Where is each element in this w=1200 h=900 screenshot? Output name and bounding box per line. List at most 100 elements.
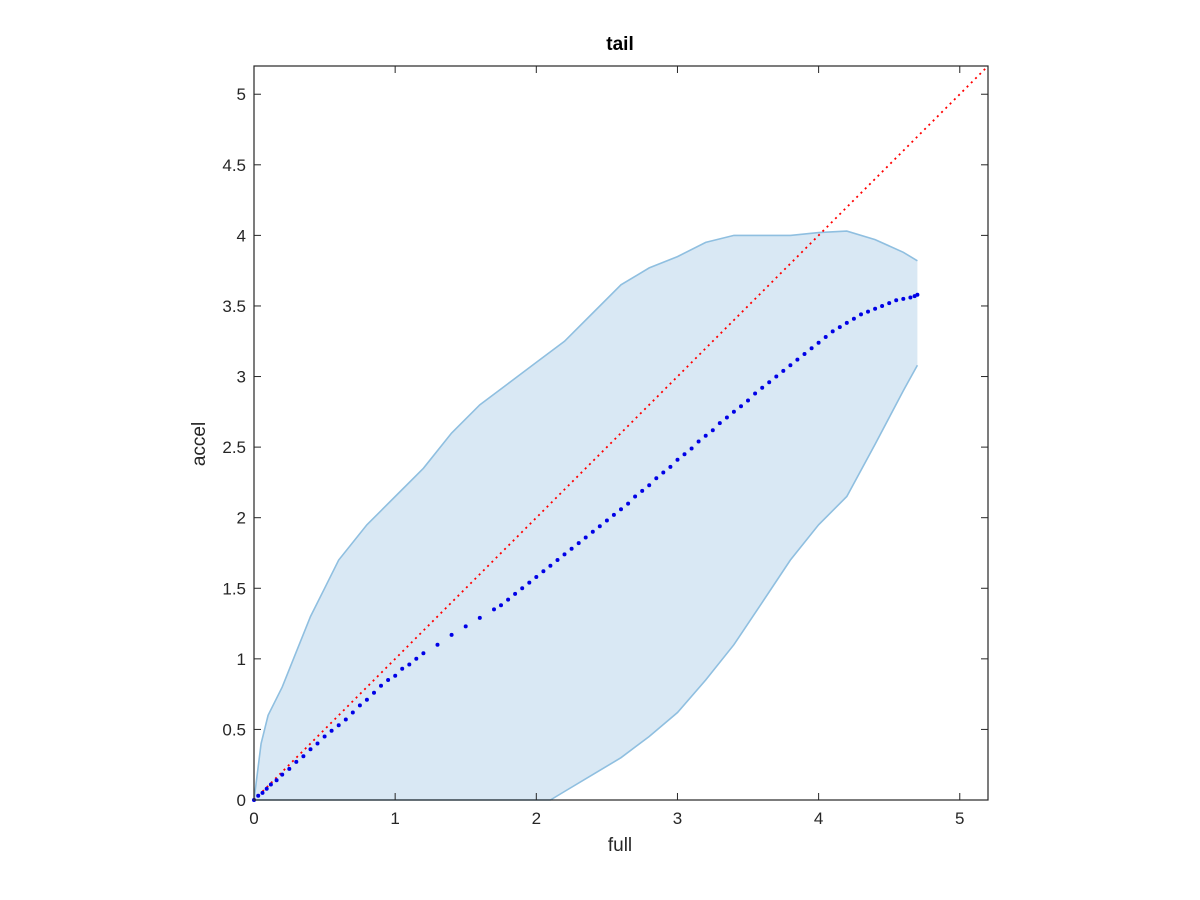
scatter-point — [809, 346, 814, 351]
scatter-point — [534, 575, 539, 579]
scatter-point — [661, 470, 666, 475]
scatter-point — [894, 298, 899, 303]
scatter-point — [696, 439, 701, 444]
scatter-point — [555, 558, 560, 562]
confidence-band-lower-edge — [254, 364, 919, 801]
scatter-point — [844, 320, 849, 325]
y-tick-label: 0 — [237, 791, 246, 810]
scatter-point — [329, 728, 334, 733]
x-tick-label: 0 — [249, 809, 258, 828]
scatter-point — [541, 569, 546, 574]
y-tick-label: 3 — [237, 368, 246, 387]
y-tick-label: 1 — [237, 650, 246, 669]
scatter-point — [336, 723, 341, 728]
scatter-point — [731, 409, 736, 414]
scatter-point — [717, 421, 722, 426]
scatter-point — [256, 793, 261, 798]
scatter-point — [449, 632, 454, 637]
y-tick-label: 3.5 — [222, 297, 246, 316]
scatter-point — [859, 312, 863, 317]
scatter-point — [760, 385, 765, 390]
scatter-point — [640, 488, 645, 493]
scatter-point — [287, 766, 292, 771]
scatter-point — [703, 433, 708, 438]
x-tick-label: 3 — [673, 809, 682, 828]
scatter-point — [315, 741, 320, 746]
scatter-point — [386, 678, 391, 682]
scatter-point — [795, 357, 800, 362]
x-tick-label: 1 — [390, 809, 399, 828]
confidence-band-layer — [253, 230, 919, 801]
scatter-point — [626, 501, 631, 506]
scatter-point — [887, 301, 892, 306]
y-tick-label: 4.5 — [222, 156, 246, 175]
plot-area-border — [253, 65, 989, 801]
scatter-point — [576, 541, 581, 546]
scatter-point — [364, 697, 369, 702]
scatter-point — [675, 457, 680, 462]
y-tick-labels: 0 0.5 1 1.5 2 2.5 3 3.5 4 4.5 5 — [222, 85, 246, 810]
scatter-point — [866, 309, 870, 314]
scatter-point — [506, 597, 511, 602]
scatter-point — [421, 651, 426, 656]
scatter-point — [851, 316, 856, 321]
y-tick-label: 0.5 — [222, 720, 246, 739]
y-tick-label: 2 — [237, 509, 246, 528]
scatter-point — [746, 398, 750, 403]
y-tick-label: 4 — [237, 226, 246, 245]
scatter-point — [590, 529, 595, 534]
scatter-point — [477, 615, 482, 620]
tick-marks — [253, 66, 988, 801]
scatter-point — [350, 710, 355, 715]
scatter-point — [802, 352, 807, 356]
scatter-point — [837, 325, 842, 330]
scatter-point — [308, 747, 313, 752]
scatter-point — [260, 790, 265, 795]
reference-diagonal-line — [253, 65, 989, 801]
scatter-point — [562, 552, 567, 557]
axes-frame — [253, 65, 989, 801]
scatter-point — [823, 335, 828, 339]
scatter-point — [372, 690, 376, 695]
scatter-point — [407, 662, 412, 667]
scatter-point — [668, 464, 673, 469]
scatter-point — [880, 304, 885, 308]
x-axis-label: full — [608, 835, 632, 856]
chart-title: tail — [606, 34, 633, 55]
scatter-point — [654, 476, 659, 481]
scatter-point — [633, 494, 638, 499]
scatter-point — [873, 306, 878, 311]
scatter-point — [619, 507, 623, 512]
scatter-point — [682, 452, 687, 457]
y-tick-label: 1.5 — [222, 579, 246, 598]
scatter-point — [499, 603, 503, 608]
x-tick-label: 5 — [955, 809, 964, 828]
reference-line-layer — [253, 65, 989, 801]
scatter-point — [548, 563, 553, 568]
scatter-point — [604, 518, 609, 523]
scatter-point — [901, 296, 906, 301]
scatter-point — [647, 483, 652, 488]
scatter-point — [753, 391, 758, 396]
y-tick-label: 5 — [237, 85, 246, 104]
scatter-point — [301, 754, 306, 759]
y-axis-label: accel — [189, 422, 210, 466]
scatter-point — [280, 772, 285, 777]
scatter-point — [294, 759, 299, 764]
scatter-point — [414, 656, 419, 661]
x-tick-label: 2 — [532, 809, 541, 828]
scatter-point — [264, 786, 269, 791]
scatter-point — [520, 586, 525, 591]
scatter-point — [569, 546, 574, 551]
x-tick-label: 4 — [814, 809, 823, 828]
scatter-point — [739, 404, 743, 409]
scatter-point — [274, 778, 279, 783]
scatter-point — [527, 580, 532, 585]
scatter-point — [513, 591, 518, 596]
scatter-point — [463, 624, 468, 629]
scatter-point — [322, 734, 327, 739]
scatter-point — [492, 607, 496, 612]
scatter-point — [788, 363, 793, 368]
scatter-point — [767, 380, 772, 385]
